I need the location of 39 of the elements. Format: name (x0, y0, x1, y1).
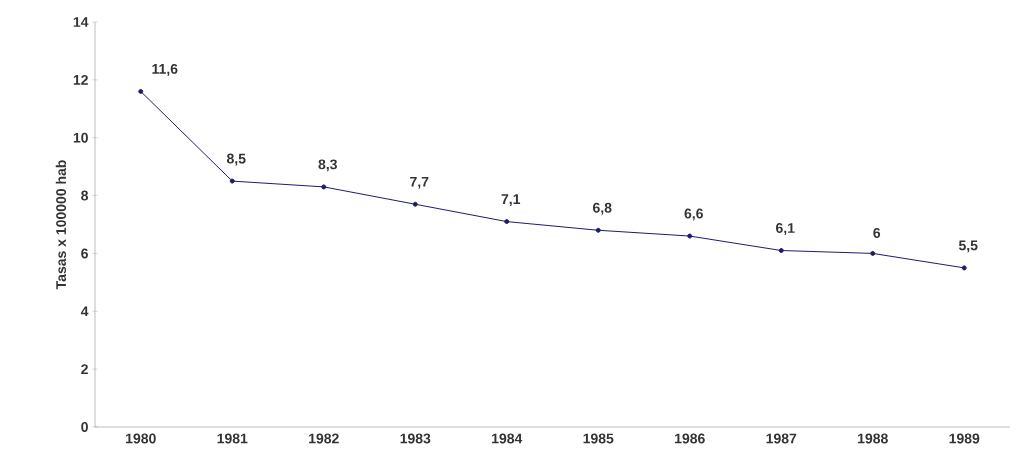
point (870, 250, 876, 256)
x-tick-label: 1982 (309, 433, 339, 444)
data-label: 5,5 (958, 240, 978, 253)
point (321, 184, 327, 190)
data-label: 8,3 (318, 159, 337, 172)
point (229, 178, 235, 184)
data-label: 6 (873, 227, 881, 238)
y-tick-label: 6 (81, 248, 88, 259)
y-tick-label: 4 (80, 306, 89, 317)
point (138, 88, 144, 94)
x-tick-label: 1986 (675, 433, 705, 444)
data-label: 6,8 (593, 202, 612, 215)
y-tick-label: 8 (81, 190, 89, 201)
data-label: 6,6 (684, 208, 703, 221)
point (778, 248, 784, 254)
y-tick-label: 2 (81, 364, 88, 375)
y-axis-title: Tasas x 100000 hab (55, 160, 67, 290)
x-tick-label: 1985 (583, 433, 614, 444)
point (504, 219, 510, 225)
data-label: 7,1 (501, 194, 521, 207)
point (961, 265, 967, 271)
point (412, 201, 418, 207)
x-tick-label: 1981 (217, 433, 248, 444)
y-tick-label: 14 (73, 17, 89, 27)
x-tick-label: 1987 (766, 433, 797, 444)
y-tick-label: 10 (73, 132, 88, 143)
point (595, 227, 601, 233)
x-tick-label: 1980 (126, 433, 156, 444)
x-tick-label: 1988 (858, 433, 888, 444)
y-tick-label: 12 (73, 74, 88, 85)
x-tick-label: 1989 (949, 433, 980, 444)
point (687, 233, 693, 239)
x-tick-label: 1984 (492, 433, 523, 444)
data-label: 6,1 (776, 223, 795, 235)
x-tick-label: 1983 (400, 433, 431, 444)
data-label: 8,5 (226, 153, 246, 166)
y-tick-label: 0 (81, 422, 88, 432)
data-label: 7,7 (410, 176, 429, 189)
data-label: 11,6 (152, 63, 178, 76)
